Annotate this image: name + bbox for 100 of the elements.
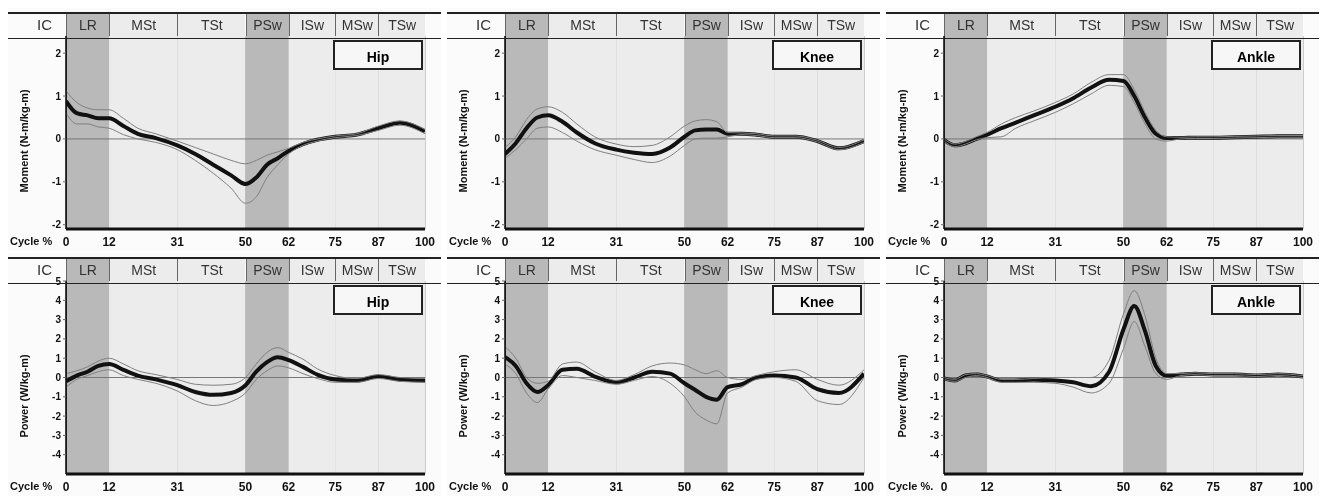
- y-tick-label: -1: [52, 391, 62, 403]
- x-tick-label: 62: [281, 479, 296, 494]
- x-tick-label: 75: [1206, 234, 1221, 249]
- x-axis-title: Cycle %: [449, 480, 492, 492]
- band-label: PSw: [684, 14, 728, 36]
- y-tick-label: -2: [491, 219, 501, 231]
- y-tick-label: -1: [491, 391, 501, 403]
- y-tick-label: 1: [933, 90, 940, 102]
- y-tick-label: 1: [933, 352, 940, 364]
- title-box: Ankle: [1211, 285, 1301, 315]
- ref-line-label: IC: [37, 15, 52, 35]
- band-label: LR: [66, 14, 110, 36]
- x-axis-title: Cycle %.: [888, 480, 934, 492]
- x-tick-label: 31: [609, 234, 624, 249]
- title-box: Knee: [772, 40, 862, 70]
- x-tick-label: 75: [1206, 479, 1221, 494]
- y-tick-label: 2: [933, 47, 940, 59]
- x-tick-label: 75: [767, 479, 782, 494]
- y-tick-label: 0: [933, 372, 940, 384]
- x-tick-label: 87: [1249, 234, 1264, 249]
- y-tick-label: 1: [494, 352, 501, 364]
- x-tick-label: 12: [102, 234, 117, 249]
- y-tick-label: 0: [55, 372, 62, 384]
- x-axis-title: Cycle %: [888, 235, 931, 247]
- band-label: TSw: [378, 14, 425, 36]
- title-box: Hip: [333, 40, 423, 70]
- band-label: TSt: [1055, 14, 1124, 36]
- x-tick-label: 12: [541, 479, 556, 494]
- band-label: PSw: [1123, 259, 1167, 281]
- y-tick-label: 2: [494, 333, 501, 345]
- band-label: MSt: [109, 259, 178, 281]
- band-label: LR: [944, 14, 988, 36]
- x-tick-label: 100: [853, 234, 875, 249]
- band-label: TSt: [616, 14, 685, 36]
- y-tick-label: 3: [494, 314, 501, 326]
- ref-line-label: IC: [915, 260, 930, 280]
- band-label: MSw: [774, 14, 818, 36]
- y-tick-label: 0: [494, 133, 501, 145]
- y-axis-title: Power (W/kg-m): [895, 354, 908, 438]
- band-label: ISw: [288, 14, 336, 36]
- band-label: ISw: [1166, 259, 1214, 281]
- x-tick-label: 50: [677, 234, 692, 249]
- y-tick-label: -2: [52, 219, 62, 231]
- y-tick-label: 2: [55, 333, 62, 345]
- band-label: TSt: [177, 259, 246, 281]
- band-label: TSw: [817, 14, 864, 36]
- y-tick-label: 0: [55, 133, 62, 145]
- band-label: MSw: [774, 259, 818, 281]
- x-tick-label: 100: [1292, 234, 1314, 249]
- x-tick-label: 87: [371, 479, 386, 494]
- y-tick-label: -1: [491, 176, 501, 188]
- band-label: PSw: [245, 259, 289, 281]
- ref-line-label: IC: [37, 260, 52, 280]
- band-label: PSw: [684, 259, 728, 281]
- band-label: MSw: [1213, 259, 1257, 281]
- y-axis-title: Power (W/kg-m): [456, 354, 469, 438]
- band-label: TSw: [378, 259, 425, 281]
- band-label: TSw: [817, 259, 864, 281]
- band-label: MSw: [335, 14, 379, 36]
- x-tick-label: 12: [102, 479, 117, 494]
- x-tick-label: 62: [720, 479, 735, 494]
- x-tick-label: 31: [609, 479, 624, 494]
- y-tick-label: -3: [52, 429, 62, 441]
- y-tick-label: 4: [494, 294, 501, 306]
- x-tick-label: 50: [1116, 479, 1131, 494]
- y-axis-title: Moment (N-m/kg-m): [456, 88, 469, 193]
- y-tick-label: 0: [494, 372, 501, 384]
- x-tick-label: 50: [238, 234, 253, 249]
- y-axis-title: Power (W/kg-m): [17, 354, 30, 438]
- y-tick-label: 4: [933, 294, 940, 306]
- y-tick-label: -4: [930, 449, 940, 461]
- band-label: MSw: [1213, 14, 1257, 36]
- y-tick-label: 2: [933, 333, 940, 345]
- title-box: Ankle: [1211, 40, 1301, 70]
- x-tick-label: 87: [371, 234, 386, 249]
- x-tick-label: 75: [328, 479, 343, 494]
- x-tick-label: 100: [414, 479, 436, 494]
- x-tick-label: 75: [767, 234, 782, 249]
- x-axis-title: Cycle %: [10, 480, 53, 492]
- y-tick-label: -3: [930, 429, 940, 441]
- x-tick-label: 50: [1116, 234, 1131, 249]
- x-tick-label: 62: [720, 234, 735, 249]
- band-label: TSw: [1256, 259, 1303, 281]
- band-label: TSt: [1055, 259, 1124, 281]
- x-tick-label: 62: [1159, 234, 1174, 249]
- y-tick-label: 0: [933, 133, 940, 145]
- y-tick-label: -1: [930, 391, 940, 403]
- band-label: ISw: [1166, 14, 1214, 36]
- y-axis-title: Moment (N-m/kg-m): [17, 88, 30, 193]
- band-label: LR: [944, 259, 988, 281]
- x-tick-label: 50: [238, 479, 253, 494]
- x-tick-label: 31: [1048, 479, 1063, 494]
- band-label: MSt: [987, 259, 1056, 281]
- y-tick-label: 3: [55, 314, 62, 326]
- y-tick-label: -4: [491, 449, 501, 461]
- y-tick-label: 4: [55, 294, 62, 306]
- band-label: MSt: [987, 14, 1056, 36]
- x-tick-label: 12: [980, 479, 995, 494]
- y-tick-label: 1: [55, 90, 62, 102]
- band-label: MSt: [548, 14, 617, 36]
